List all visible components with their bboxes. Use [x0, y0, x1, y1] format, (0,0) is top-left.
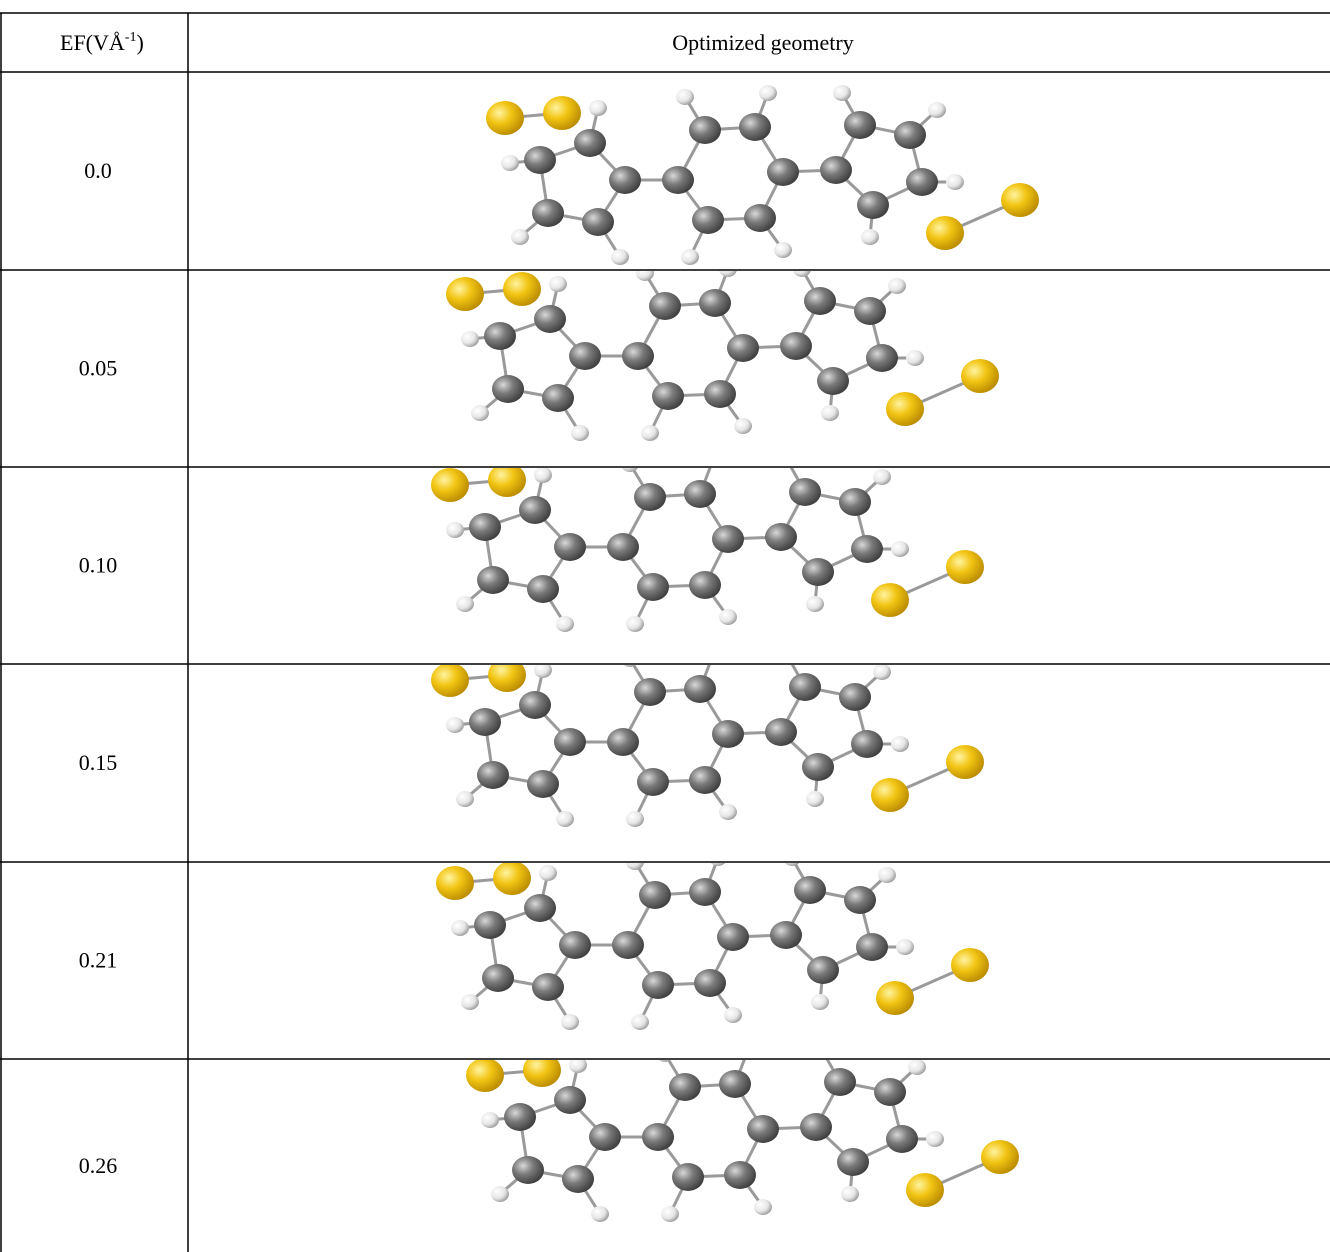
molecule	[431, 647, 984, 827]
ef-value: 0.05	[79, 356, 118, 381]
molecule	[446, 261, 999, 441]
ef-value: 0.0	[84, 158, 112, 183]
geometry-image	[466, 1042, 1019, 1222]
page: {"table": { "header": {"ef": {"main": "E…	[0, 0, 1330, 1252]
ef-value: 0.21	[79, 948, 118, 973]
geometry-images	[431, 85, 1039, 1222]
ef-value: 0.10	[79, 553, 118, 578]
geometry-image	[436, 850, 989, 1030]
header-ef: EF(VÅ-1)	[60, 30, 144, 55]
geometry-image	[446, 261, 999, 441]
header-geometry: Optimized geometry	[672, 30, 853, 55]
ef-value: 0.15	[79, 750, 118, 775]
ef-value: 0.26	[79, 1153, 118, 1178]
molecule	[431, 452, 984, 632]
geometry-image	[486, 85, 1039, 265]
molecule	[466, 1042, 1019, 1222]
geometry-image	[431, 452, 984, 632]
table-rules	[0, 13, 1330, 1252]
geometry-image	[431, 647, 984, 827]
molecule	[486, 85, 1039, 265]
table: EF(VÅ-1) Optimized geometry 0.0 0.05 0.10 0…	[0, 0, 1330, 1252]
molecule	[436, 850, 989, 1030]
